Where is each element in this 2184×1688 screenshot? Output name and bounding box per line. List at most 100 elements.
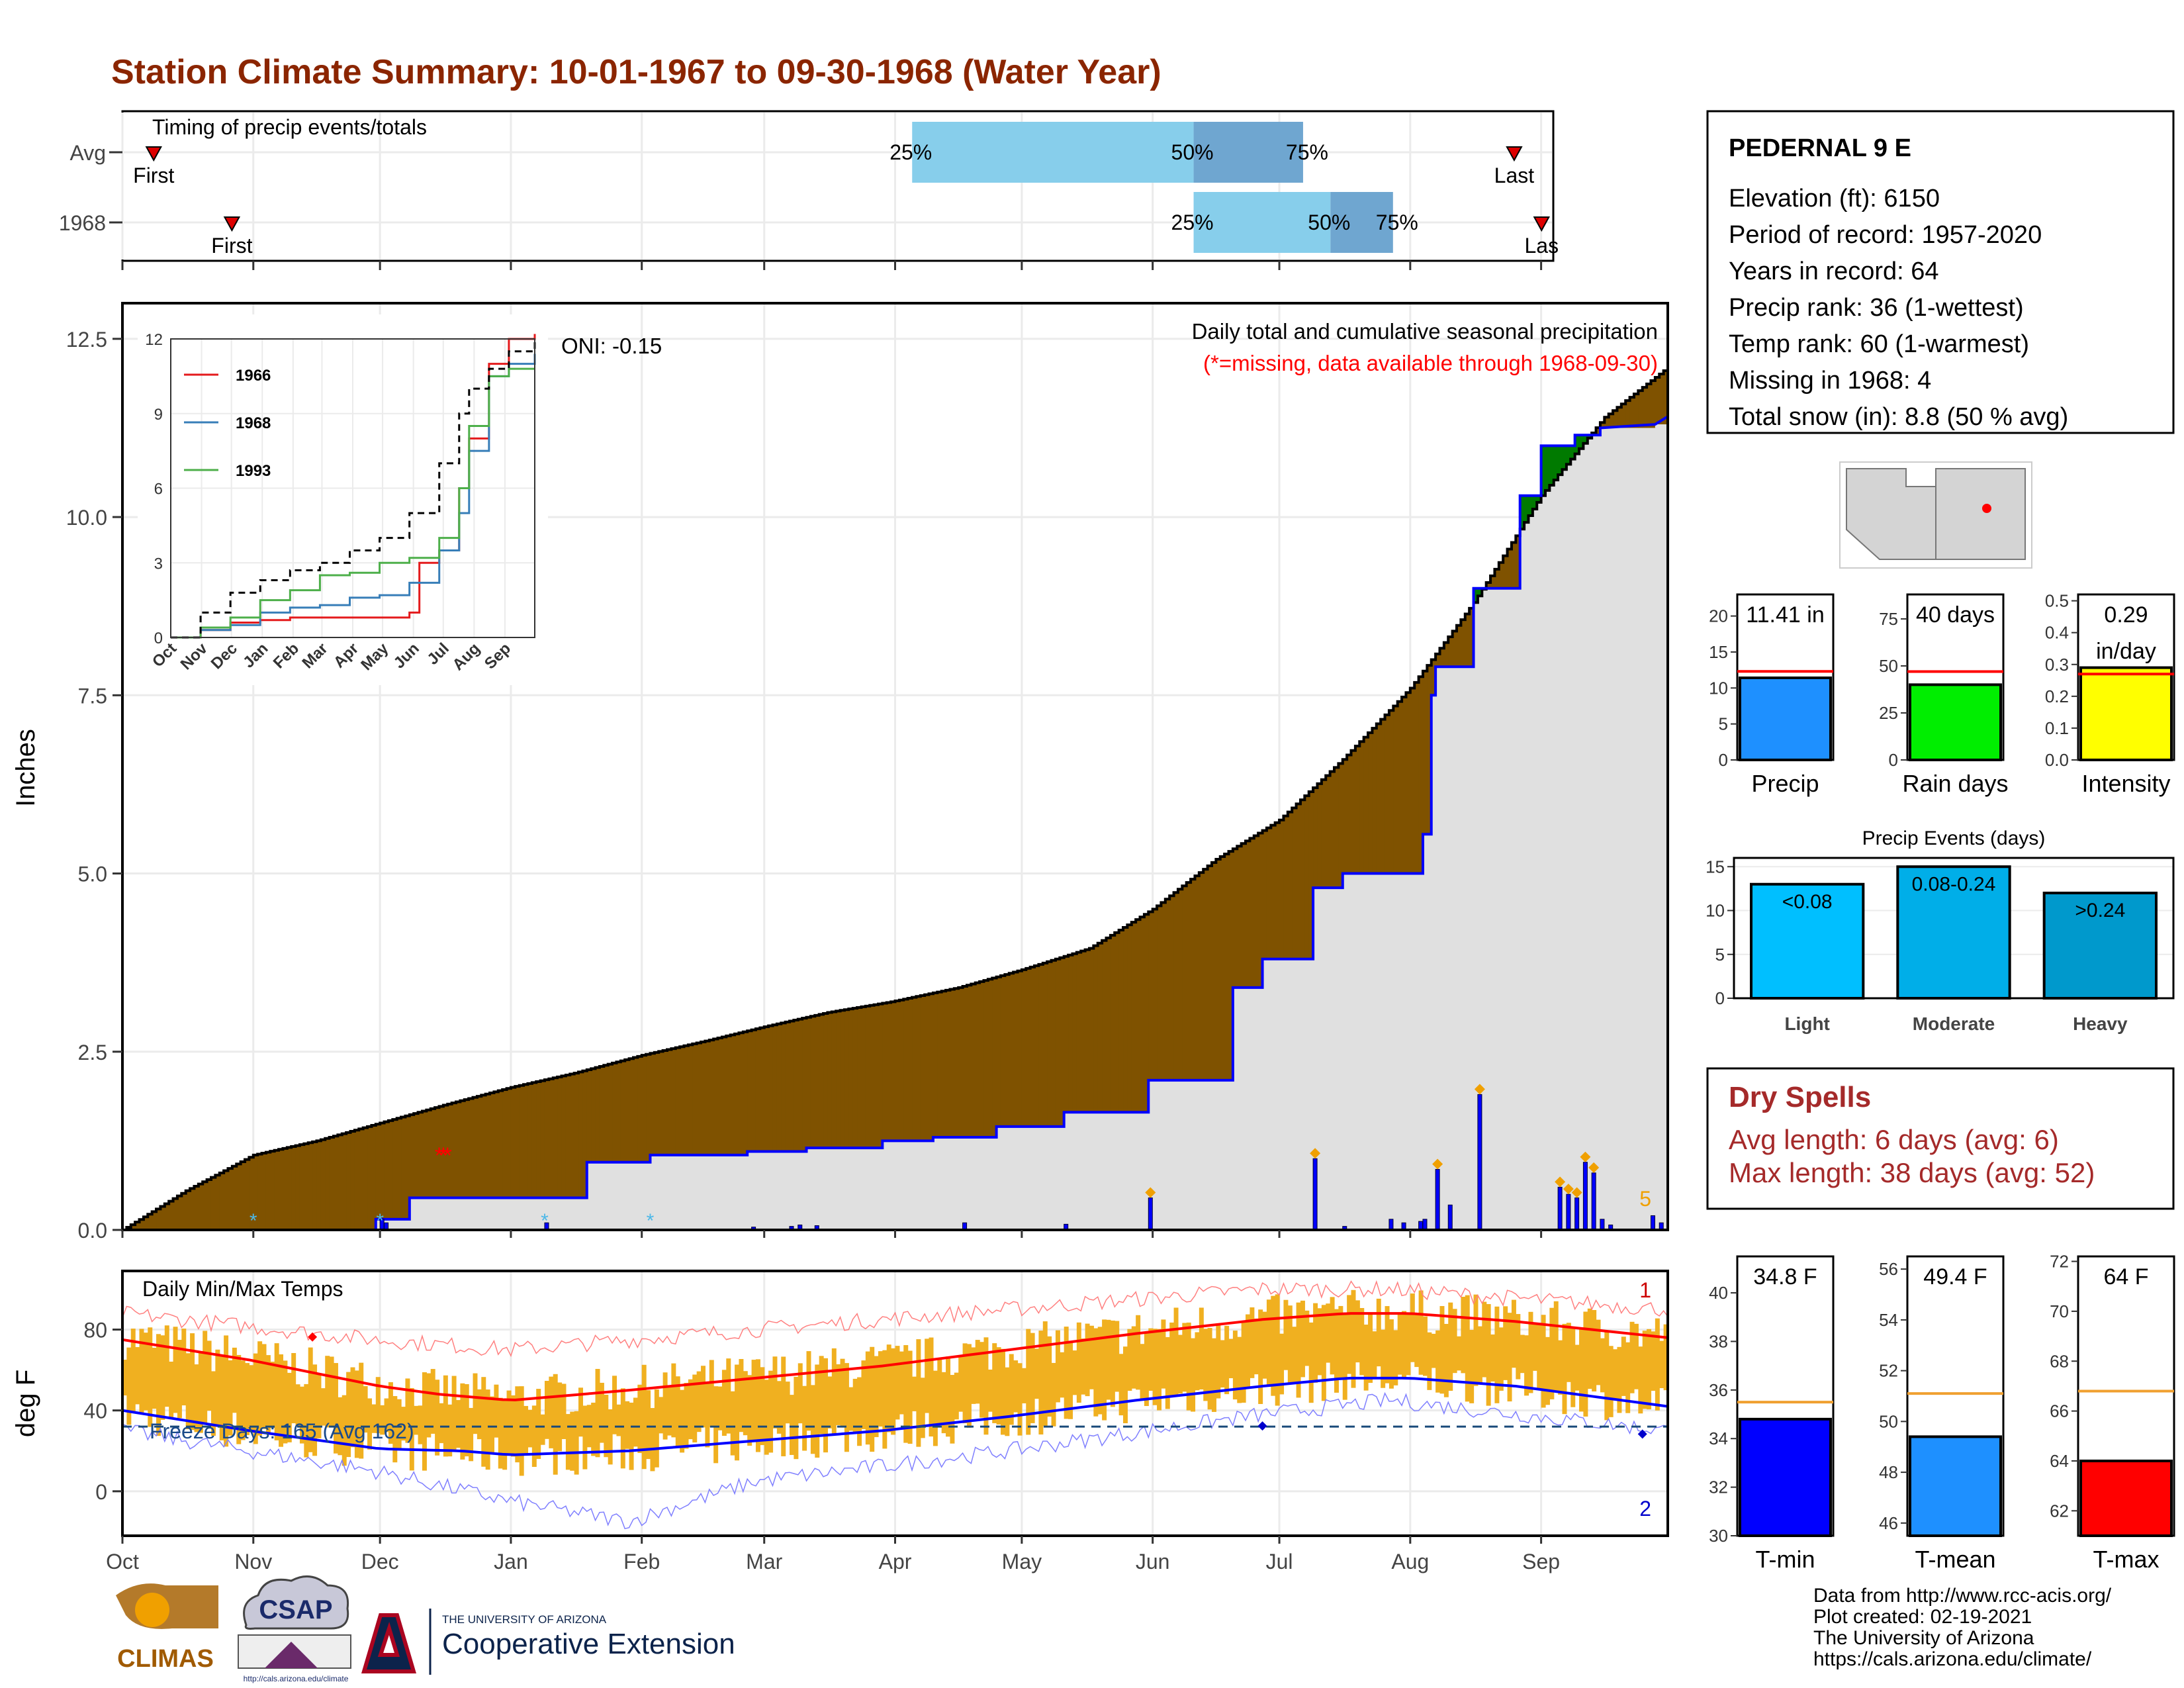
daily-temp-range-bar [797, 1363, 803, 1424]
deficit-fill [418, 1112, 423, 1198]
observed-area-fill [1262, 959, 1267, 1230]
observed-area-fill [540, 1197, 545, 1230]
daily-temp-range-bar [283, 1360, 288, 1444]
daily-temp-range-bar [401, 1407, 406, 1441]
observed-area-fill [1562, 469, 1567, 1231]
daily-temp-range-bar [1663, 1324, 1668, 1391]
deficit-fill [781, 1023, 786, 1152]
events-bar [2042, 892, 2158, 1000]
deficit-fill [1347, 755, 1352, 874]
deficit-fill [1326, 775, 1331, 888]
observed-area-fill [1541, 495, 1546, 1230]
observed-area-fill [414, 1197, 419, 1230]
deficit-fill [536, 1082, 541, 1198]
observed-area-fill [975, 1137, 980, 1230]
snow-event-marker [1588, 1162, 1600, 1173]
daily-temp-range-bar [1064, 1327, 1069, 1419]
deficit-fill [510, 1087, 516, 1198]
daily-temp-range-bar [962, 1343, 968, 1424]
daily-temp-range-bar [1511, 1299, 1516, 1368]
precip-y-tick-label: 10.0 [66, 506, 107, 530]
daily-temp-range-bar [1068, 1342, 1073, 1419]
daily-temp-range-bar [1161, 1319, 1166, 1389]
daily-temp-range-bar [1009, 1354, 1014, 1425]
deficit-fill [1072, 953, 1077, 1113]
deficit-fill [857, 1008, 862, 1149]
precip-y-tick-label: 2.5 [78, 1041, 107, 1064]
footer-line: The University of Arizona [1813, 1627, 2034, 1649]
observed-area-fill [1642, 428, 1647, 1230]
deficit-fill [464, 1100, 469, 1198]
daily-precip-bar [1447, 1204, 1453, 1231]
month-label: Aug [1391, 1550, 1429, 1573]
daily-temp-range-bar [743, 1371, 748, 1436]
observed-area-fill [422, 1197, 427, 1230]
temp-y-tick-label: 40 [83, 1399, 107, 1423]
snow-event-marker [1310, 1148, 1321, 1159]
deficit-fill [1642, 387, 1647, 428]
mini-chart-y-tick-label: 25 [1879, 703, 1898, 723]
deficit-fill [135, 1222, 140, 1230]
daily-temp-range-bar [325, 1356, 330, 1428]
deficit-fill [1410, 688, 1415, 874]
timing-bar-25-50 [912, 122, 1194, 183]
daily-temp-range-bar [426, 1373, 432, 1438]
mini-chart-y-tick-label: 10 [1709, 678, 1728, 698]
mini-chart-rain-days: 0 25 50 75 40 days Rain days [1879, 593, 2009, 797]
deficit-fill [1081, 951, 1086, 1113]
deficit-fill [1115, 932, 1120, 1113]
deficit-fill [1177, 889, 1183, 1080]
events-y-tick-label: 15 [1706, 857, 1725, 876]
deficit-fill [1431, 659, 1436, 696]
deficit-fill [1064, 956, 1069, 1113]
observed-area-fill [1570, 459, 1576, 1230]
deficit-fill [806, 1017, 811, 1149]
daily-temp-range-bar [895, 1346, 900, 1420]
events-category-label: Heavy [2073, 1013, 2128, 1034]
deficit-fill [662, 1050, 668, 1155]
normal-max-line [122, 1312, 1668, 1401]
daily-temp-range-bar [295, 1384, 300, 1427]
daily-temp-range-bar [574, 1411, 579, 1475]
mini-chart-precip: 0 5 10 15 20 11.41 in Precip [1709, 593, 1835, 797]
daily-temp-range-bar [1051, 1362, 1056, 1427]
daily-temp-range-bar [1241, 1322, 1246, 1403]
deficit-fill [1165, 899, 1170, 1080]
daily-temp-range-bar [1431, 1333, 1436, 1368]
deficit-fill [1397, 701, 1402, 874]
observed-area-fill [629, 1162, 634, 1230]
observed-area-fill [375, 1219, 381, 1230]
deficit-fill [680, 1047, 685, 1155]
daily-temp-range-bar [874, 1356, 879, 1437]
deficit-fill [380, 1123, 385, 1219]
observed-area-fill [654, 1154, 659, 1230]
mini-chart-y-tick-label: 72 [2050, 1252, 2069, 1272]
observed-area-fill [582, 1197, 588, 1230]
observed-area-fill [485, 1197, 490, 1230]
precip-y-axis-label: Inches [11, 729, 40, 807]
deficit-fill [1381, 719, 1386, 874]
mini-chart-y-tick-label: 0.0 [2045, 750, 2069, 770]
freeze-days-label: Freeze Days: 165 (Avg 162) [150, 1419, 414, 1443]
observed-area-fill [751, 1151, 756, 1230]
daily-temp-range-bar [641, 1364, 647, 1470]
daily-temp-range-bar [1473, 1294, 1479, 1386]
dry-spells-box: Dry Spells Avg length: 6 days (avg: 6) M… [1706, 1067, 2175, 1210]
daily-temp-range-bar [320, 1388, 326, 1426]
observed-area-fill [1334, 888, 1339, 1230]
observed-area-fill [401, 1219, 406, 1230]
deficit-fill [717, 1038, 723, 1155]
observed-area-fill [852, 1148, 858, 1230]
daily-temp-range-bar [1283, 1299, 1289, 1370]
daily-temp-range-bar [1047, 1336, 1052, 1417]
daily-precip-bar [1574, 1197, 1580, 1231]
observed-area-fill [1553, 480, 1559, 1230]
events-category-label: Moderate [1913, 1013, 1995, 1034]
observed-area-fill [1558, 475, 1563, 1231]
daily-temp-range-bar [1000, 1348, 1005, 1435]
observed-area-fill [1410, 873, 1415, 1230]
daily-temp-range-bar [1237, 1336, 1242, 1403]
deficit-fill [1296, 804, 1301, 959]
observed-area-fill [1241, 987, 1246, 1230]
